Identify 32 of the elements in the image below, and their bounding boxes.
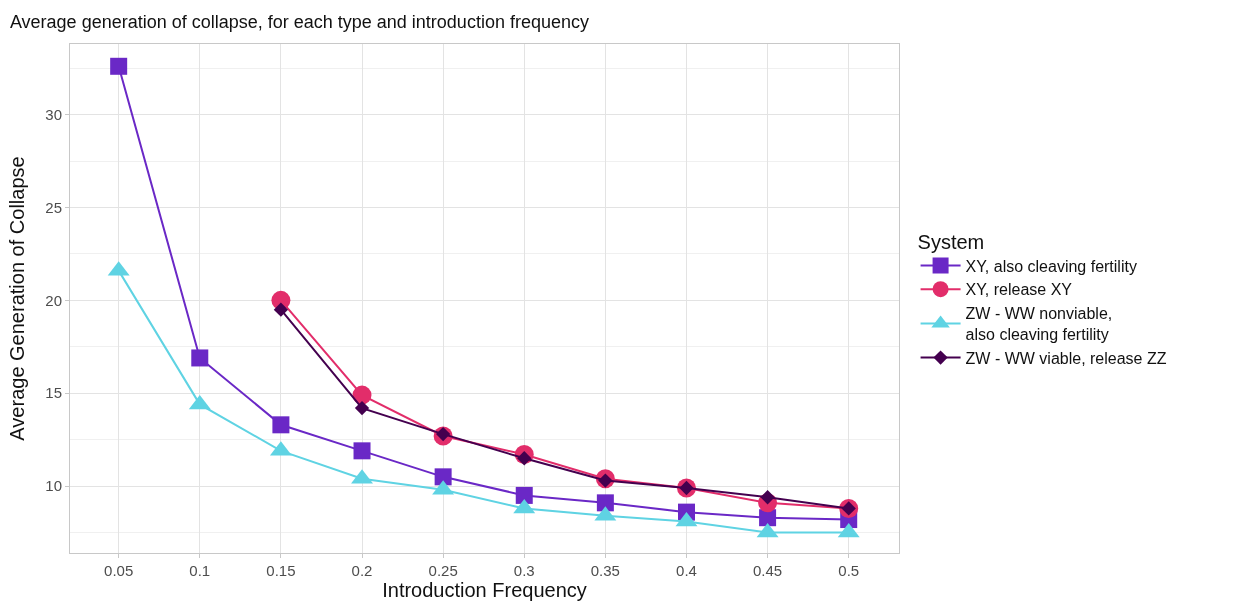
y-tick-label: 25: [45, 198, 62, 216]
x-tick-label: 0.5: [838, 562, 860, 579]
point: [110, 57, 128, 75]
x-tick-label: 0.05: [104, 562, 134, 579]
x-tick-label: 0.25: [428, 562, 458, 579]
y-tick-label: 10: [45, 477, 62, 495]
legend-label: ZW - WW nonviable, also cleaving fertility: [965, 305, 1113, 344]
x-axis-title: Introduction Frequency: [382, 579, 587, 601]
legend-label: XY, also cleaving fertility: [965, 257, 1137, 275]
legend-title: System: [917, 230, 985, 253]
legend-label: ZW - WW viable, release ZZ: [965, 349, 1167, 367]
y-tick-label: 30: [45, 105, 62, 123]
point: [353, 442, 371, 460]
point: [191, 349, 209, 367]
y-tick-label: 15: [45, 384, 62, 402]
x-tick-label: 0.35: [590, 562, 620, 579]
legend-label: XY, release XY: [965, 281, 1073, 299]
x-tick-label: 0.1: [189, 562, 211, 579]
point: [354, 400, 370, 416]
point: [515, 486, 533, 504]
chart-title: Average generation of collapse, for each type and introduction frequency: [9, 11, 589, 32]
point: [596, 494, 614, 512]
x-tick-label: 0.45: [752, 562, 783, 579]
point: [434, 468, 452, 486]
y-tick-label: 20: [45, 291, 62, 309]
point: [273, 302, 289, 317]
point: [272, 416, 290, 434]
x-tick-label: 0.4: [676, 562, 697, 579]
x-tick-label: 0.2: [351, 562, 373, 579]
x-tick-label: 0.15: [266, 562, 296, 579]
y-axis-title: Average Generation of Collapse: [5, 156, 28, 441]
x-tick-label: 0.3: [513, 562, 535, 579]
